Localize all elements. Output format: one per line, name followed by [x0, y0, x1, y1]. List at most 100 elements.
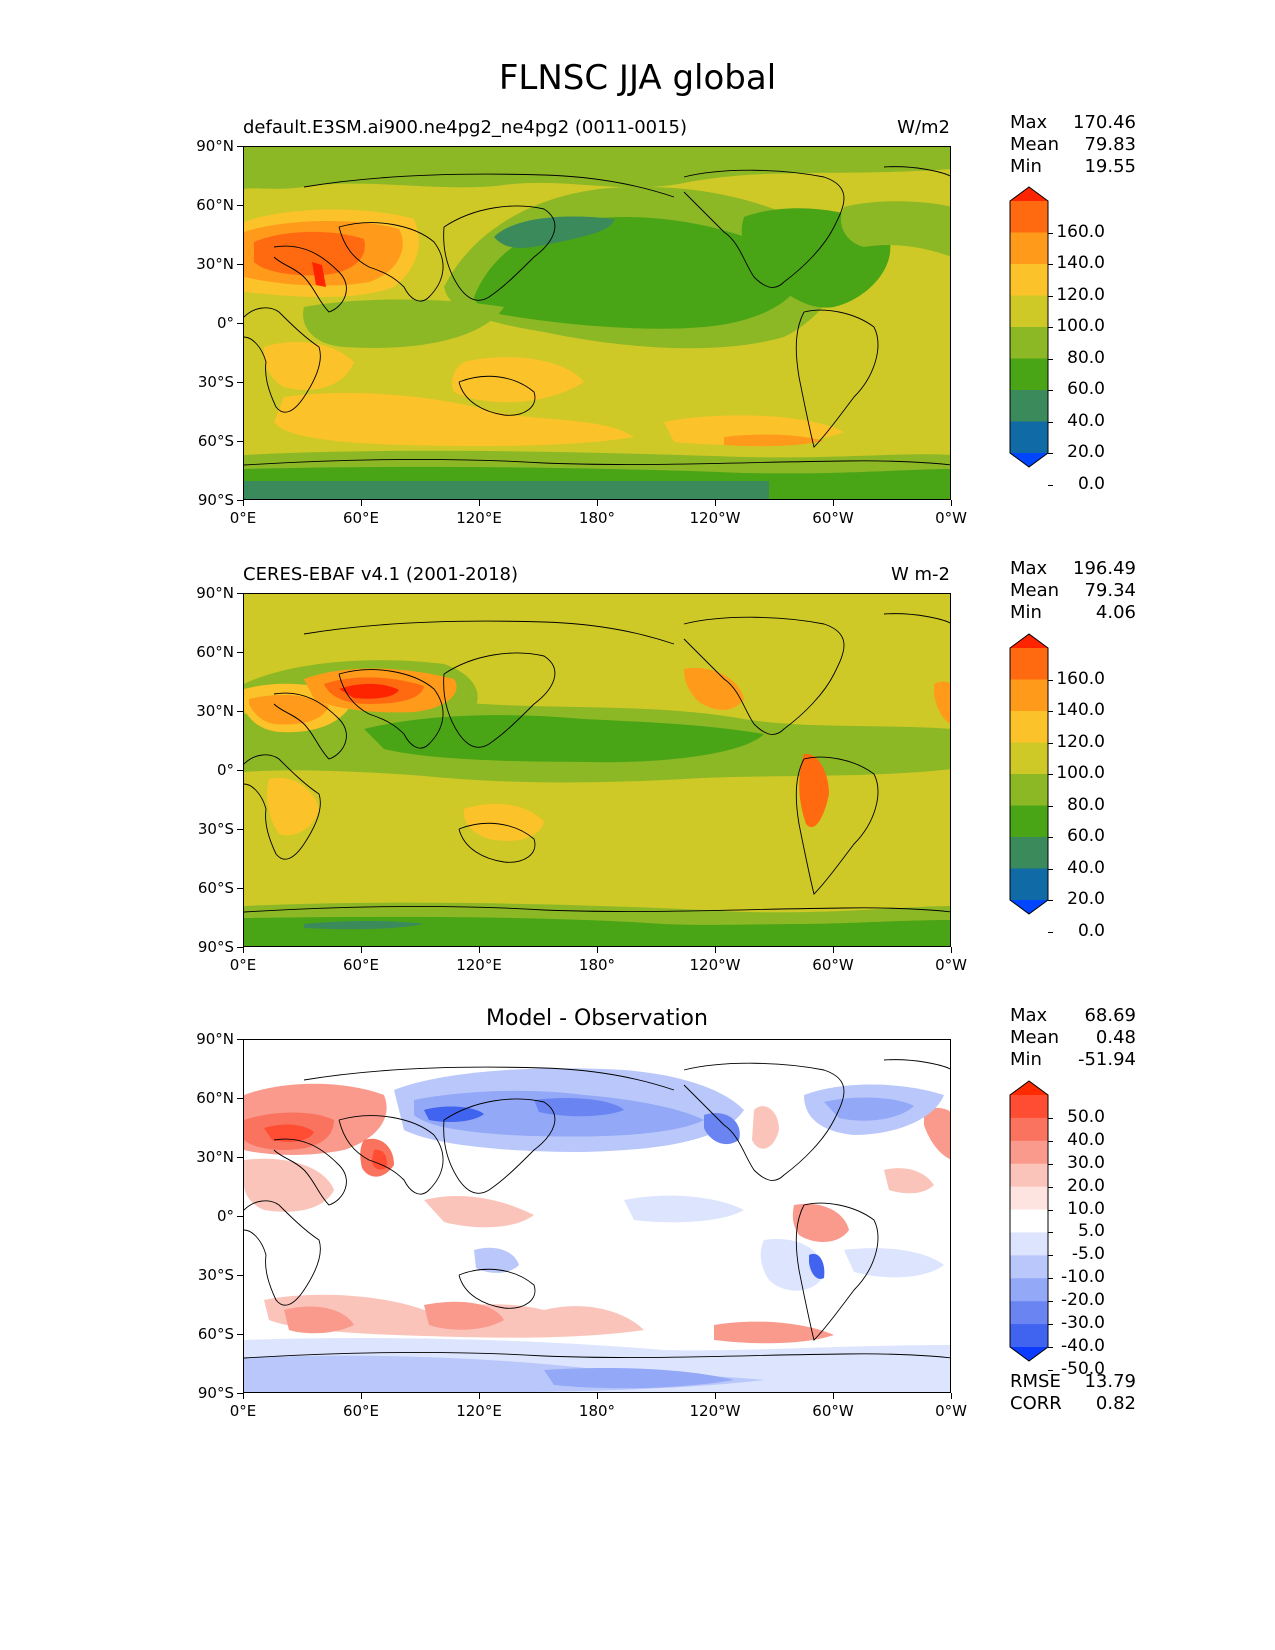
- lon-tick-mark: [479, 500, 480, 506]
- lon-tick-mark: [479, 947, 480, 953]
- lat-tick-mark: [237, 593, 243, 594]
- lon-tick-mark: [361, 500, 362, 506]
- colorbar-tick-mark: [1048, 1140, 1053, 1142]
- colorbar-tick-mark: [1048, 805, 1053, 807]
- colorbar-tick-mark: [1048, 484, 1053, 486]
- lon-tick-label: 180°: [578, 956, 616, 974]
- colorbar-segment: [1010, 1278, 1048, 1302]
- colorbar-tick-label: 0.0: [1077, 920, 1105, 941]
- lon-tick-label: 60°W: [812, 509, 854, 527]
- colorbar-tick-label: -40.0: [1061, 1336, 1105, 1356]
- stat-value: 13.79: [1084, 1371, 1136, 1392]
- panel1-colorbar: [1009, 186, 1049, 468]
- colorbar-segment: [1010, 358, 1048, 391]
- stat-row: Mean 79.83: [1010, 134, 1136, 156]
- colorbar-tick-mark: [1048, 679, 1053, 681]
- stat-row: Mean 79.34: [1010, 580, 1136, 602]
- colorbar-tick-label: 20.0: [1067, 1175, 1105, 1196]
- lat-tick-mark: [237, 264, 243, 265]
- panel1-map-svg: [244, 147, 950, 499]
- stat-row: Min 19.55: [1010, 156, 1136, 178]
- colorbar-tick-mark: [1048, 837, 1053, 838]
- lon-tick-mark: [833, 1393, 834, 1399]
- colorbar-extend-max: [1010, 1081, 1048, 1095]
- colorbar-extend-max: [1010, 187, 1048, 201]
- panel3-title: Model - Observation: [486, 1006, 708, 1031]
- colorbar-tick-label: 20.0: [1067, 889, 1105, 909]
- colorbar-segment: [1010, 295, 1048, 328]
- panel3-stats: Max 68.69 Mean 0.48 Min -51.94: [1010, 1005, 1136, 1071]
- lon-tick-mark: [597, 1393, 598, 1399]
- lon-tick-mark: [951, 947, 952, 953]
- lat-tick-label: 30°S: [197, 373, 234, 391]
- lat-tick-mark: [237, 1098, 243, 1099]
- stat-label: Max: [1010, 558, 1048, 579]
- lon-tick-label: 60°E: [342, 956, 380, 974]
- stat-value: 19.55: [1084, 156, 1136, 177]
- stat-row: Max 170.46: [1010, 112, 1136, 134]
- lat-tick-label: 60°N: [196, 1089, 234, 1107]
- lat-tick-label: 30°S: [197, 1266, 234, 1284]
- lat-tick-mark: [237, 323, 243, 324]
- colorbar-tick-label: 140.0: [1056, 700, 1105, 720]
- lon-tick-mark: [479, 1393, 480, 1399]
- lon-tick-label: 120°W: [689, 956, 741, 974]
- lon-tick-mark: [715, 947, 716, 953]
- lat-tick-mark: [237, 205, 243, 206]
- panel1-units: W/m2: [897, 117, 950, 138]
- lat-tick-label: 60°N: [196, 643, 234, 661]
- colorbar-tick-mark: [1048, 358, 1053, 360]
- lat-tick-label: 60°N: [196, 196, 234, 214]
- colorbar-tick-mark: [1048, 1324, 1053, 1326]
- colorbar-tick-label: 100.0: [1056, 316, 1105, 336]
- lon-tick-label: 0°E: [229, 956, 257, 974]
- lon-tick-label: 120°E: [456, 956, 502, 974]
- lat-tick-mark: [237, 888, 243, 889]
- lon-tick-label: 60°W: [812, 1402, 854, 1420]
- colorbar-segment: [1010, 1095, 1048, 1119]
- panel1-map: [243, 146, 951, 500]
- colorbar-tick-label: -10.0: [1061, 1267, 1105, 1288]
- lat-tick-label: 60°S: [197, 879, 234, 897]
- colorbar-segment: [1010, 711, 1048, 743]
- colorbar-segment: [1010, 201, 1048, 233]
- panel2-left-title: CERES-EBAF v4.1 (2001-2018): [243, 564, 519, 585]
- colorbar-tick-mark: [1048, 868, 1053, 870]
- colorbar-tick-mark: [1048, 295, 1053, 297]
- colorbar-tick-label: 60.0: [1067, 826, 1105, 846]
- colorbar-tick-label: 30.0: [1067, 1152, 1105, 1173]
- figure-title: FLNSC JJA global: [498, 58, 777, 98]
- colorbar-tick-label: 20.0: [1067, 442, 1105, 462]
- lat-tick-mark: [237, 947, 243, 948]
- colorbar-tick-label: -20.0: [1061, 1290, 1105, 1311]
- colorbar-tick-label: 160.0: [1056, 668, 1105, 689]
- lat-tick-mark: [237, 382, 243, 383]
- panel3-colorbar: [1009, 1080, 1049, 1362]
- lon-tick-mark: [715, 1393, 716, 1399]
- colorbar-extend-max: [1010, 634, 1048, 648]
- colorbar-tick-mark: [1048, 232, 1053, 234]
- lat-tick-label: 60°S: [197, 432, 234, 450]
- colorbar-tick-mark: [1048, 774, 1053, 775]
- stat-label: Max: [1010, 1005, 1048, 1026]
- lon-tick-label: 0°W: [935, 509, 967, 527]
- colorbar-extend-min: [1010, 900, 1048, 914]
- lon-tick-mark: [597, 947, 598, 953]
- stat-row: Min -51.94: [1010, 1049, 1136, 1071]
- stat-label: Min: [1010, 156, 1042, 177]
- lat-tick-label: 60°S: [197, 1325, 234, 1343]
- colorbar-tick-mark: [1048, 264, 1053, 265]
- stat-value: 196.49: [1073, 558, 1136, 579]
- stat-row: Min 4.06: [1010, 602, 1136, 624]
- lat-tick-mark: [237, 1216, 243, 1217]
- colorbar-tick-mark: [1048, 1347, 1053, 1348]
- panel3-map-svg: [244, 1040, 950, 1392]
- colorbar-segment: [1010, 1232, 1048, 1256]
- colorbar-segment: [1010, 1255, 1048, 1279]
- colorbar-segment: [1010, 868, 1048, 901]
- colorbar-tick-label: 120.0: [1056, 731, 1105, 752]
- lon-tick-mark: [951, 1393, 952, 1399]
- colorbar-segment: [1010, 1301, 1048, 1325]
- lat-tick-label: 90°N: [196, 1030, 234, 1048]
- panel2-colorbar: [1009, 633, 1049, 915]
